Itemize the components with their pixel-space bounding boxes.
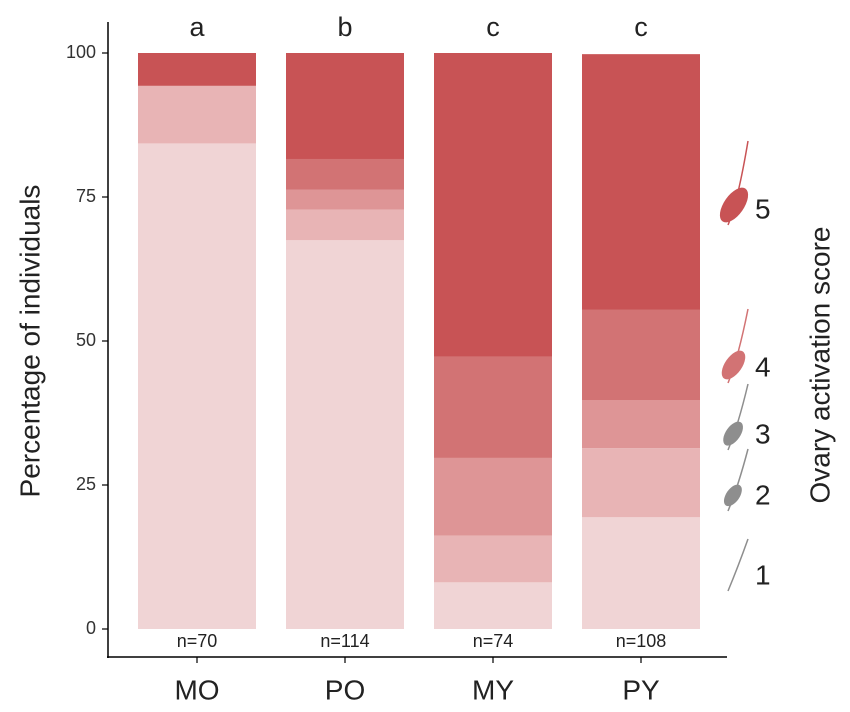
- bar-segment: [434, 582, 552, 629]
- bar-segment: [582, 54, 700, 310]
- legend-label: 3: [755, 418, 771, 449]
- bar-segment: [286, 189, 404, 210]
- legend-icon: [719, 140, 749, 226]
- group-letter: b: [337, 12, 352, 42]
- legend-label: 4: [755, 351, 771, 382]
- bar-segment: [434, 457, 552, 536]
- legend-icon-stem: [727, 448, 749, 512]
- legend-label: 5: [755, 193, 771, 224]
- group-letter: a: [189, 12, 205, 42]
- bar-segment: [286, 53, 404, 159]
- y-tick-label: 100: [66, 42, 96, 62]
- group-letter: c: [634, 12, 648, 42]
- sample-size: n=114: [320, 631, 369, 651]
- legend-icon-body: [719, 187, 749, 223]
- legend-icon: [727, 538, 749, 592]
- bar-segment: [138, 53, 256, 86]
- x-tick-label: PO: [325, 674, 365, 705]
- bar-segment: [138, 85, 256, 144]
- bar-segment: [434, 356, 552, 458]
- y-tick-label: 75: [76, 186, 96, 206]
- legend-title: Ovary activation score: [804, 227, 835, 504]
- legend-icon-stem: [727, 538, 749, 592]
- y-tick-label: 50: [76, 330, 96, 350]
- x-tick-label: MY: [472, 674, 514, 705]
- bar-segment: [434, 535, 552, 583]
- y-tick-label: 25: [76, 474, 96, 494]
- y-tick-label: 0: [86, 618, 96, 638]
- legend-icon: [723, 383, 749, 451]
- legend-label: 1: [755, 559, 771, 590]
- sample-size: n=108: [616, 631, 667, 651]
- bar-segment: [434, 53, 552, 357]
- legend-icon: [723, 448, 749, 512]
- sample-size: n=70: [177, 631, 218, 651]
- bar-segment: [138, 143, 256, 629]
- group-letter: c: [486, 12, 500, 42]
- bar-segment: [286, 240, 404, 629]
- legend-icon-body: [723, 421, 743, 446]
- x-tick-label: MO: [174, 674, 219, 705]
- legend-icon-stem: [727, 383, 749, 451]
- legend-label: 2: [755, 479, 771, 510]
- legend-icon-body: [721, 350, 746, 380]
- sample-size: n=74: [473, 631, 514, 651]
- y-axis-title: Percentage of individuals: [14, 185, 45, 498]
- bar-segment: [286, 158, 404, 190]
- bar-segment: [582, 517, 700, 629]
- bar-segment: [286, 209, 404, 241]
- legend-icon: [721, 308, 749, 384]
- bar-segment: [582, 448, 700, 518]
- x-tick-label: PY: [622, 674, 660, 705]
- bar-segment: [582, 309, 700, 401]
- legend-icon-body: [723, 484, 742, 507]
- bar-segment: [582, 400, 700, 449]
